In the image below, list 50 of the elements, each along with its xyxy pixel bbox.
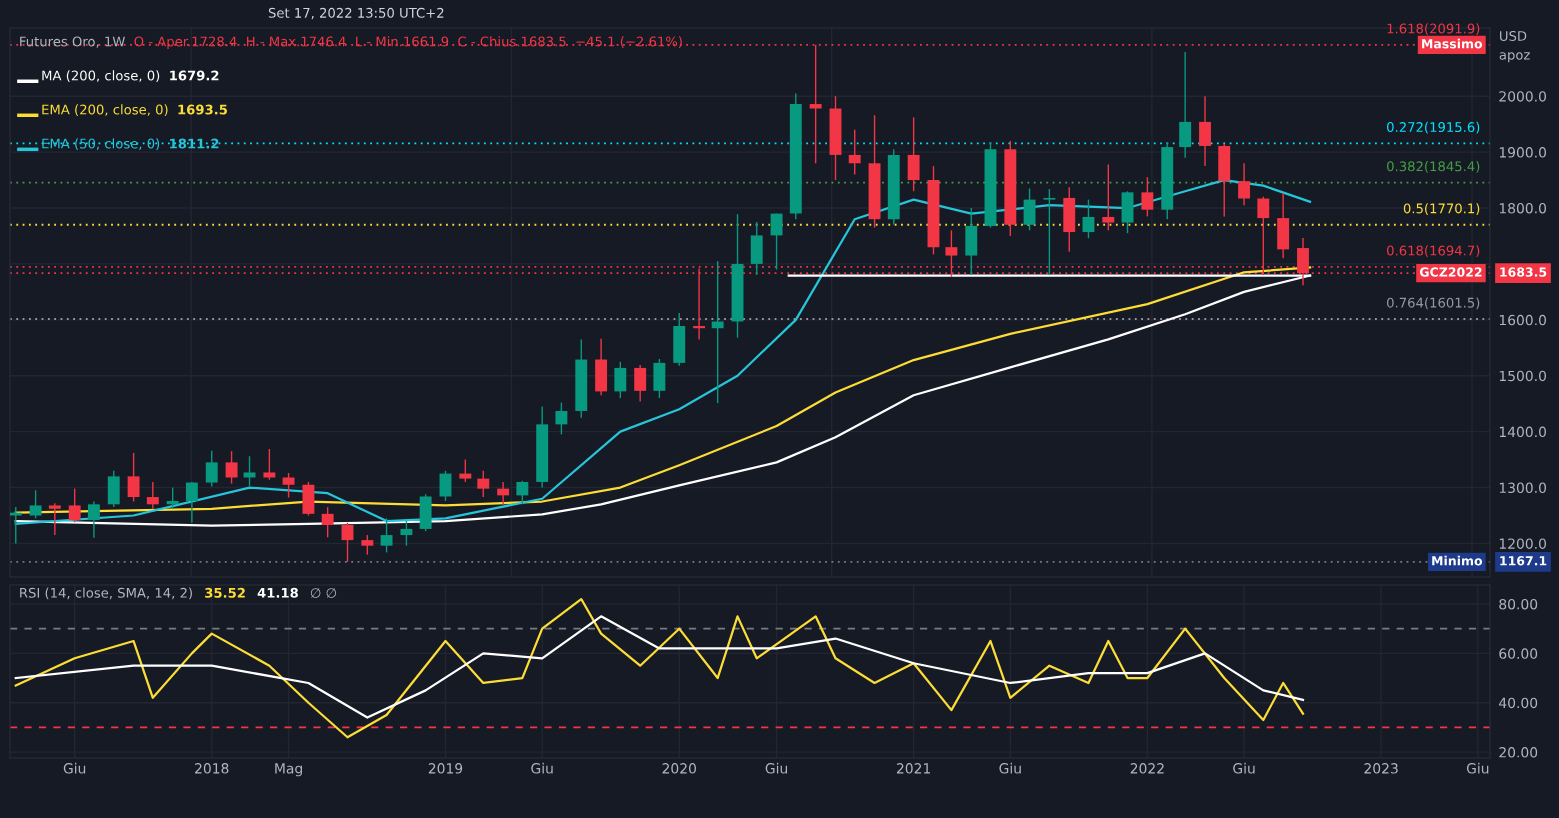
x-tick-label: 2020	[662, 763, 696, 774]
chart-subtitle: Set 17, 2022 13:50 UTC+2	[268, 7, 444, 20]
y-tick-label: 1300.0	[1499, 482, 1547, 494]
y-tick-label: 40.00	[1499, 697, 1538, 709]
annotation: ∅ ∅	[310, 588, 337, 598]
ref-line-label: 0.382(1845.4)	[1387, 161, 1480, 173]
y-tick-label: 1800.0	[1499, 202, 1547, 214]
annotation: 1693.5	[178, 104, 227, 115]
y-tick-label: 1400.0	[1499, 426, 1547, 438]
x-tick-label: 2019	[428, 763, 463, 774]
annotation: GCZ2022	[1419, 267, 1482, 277]
ref-line-label: 1683.5	[1500, 267, 1547, 277]
ref-line-label: 1167.1	[1500, 556, 1547, 566]
ref-line-label: 0.618(1694.7)	[1387, 245, 1480, 258]
x-tick-label: Giu	[1466, 762, 1489, 774]
y-tick-label: 1500.0	[1499, 370, 1547, 382]
x-tick-label: 2023	[1364, 763, 1398, 774]
annotation: 41.18	[257, 587, 298, 598]
text: Futures Oro, 1W	[20, 36, 125, 48]
legend-label: MA (200, close, 0)	[42, 70, 160, 83]
y-tick-label: 20.00	[1499, 747, 1538, 758]
x-tick-label: 2018	[195, 763, 229, 774]
ref-line-label: 0.764(1601.5)	[1387, 297, 1480, 310]
legend-label: EMA (200, close, 0)	[42, 104, 168, 117]
x-tick-label: Mag	[275, 763, 302, 777]
annotation: 1811.2	[170, 138, 219, 149]
x-tick-label: Giu	[531, 762, 553, 774]
x-tick-label: Giu	[1233, 762, 1255, 774]
annotation: 1679.2	[170, 70, 219, 81]
x-tick-label: Giu	[765, 762, 788, 774]
y-tick-label: 1600.0	[1499, 314, 1547, 326]
x-tick-label: 2021	[896, 763, 931, 774]
y-tick-label: 60.00	[1499, 648, 1538, 659]
x-tick-label: 2022	[1130, 763, 1164, 774]
annotation: O - Aper.1728.4 H - Max.1746.4 L - Min.1661.9 C - Chius.1683.5 −45.1 (−2.61%)	[134, 36, 682, 49]
x-tick-label: Giu	[63, 762, 86, 774]
ref-line-label: 1.618(2091.9)	[1387, 23, 1480, 36]
x-tick-label: Giu	[999, 762, 1021, 774]
y-tick-label: 80.00	[1499, 598, 1538, 610]
y-tick-label: 2000.0	[1499, 91, 1547, 102]
annotation: Minimo	[1432, 555, 1483, 566]
annotation: 35.52	[205, 587, 245, 598]
legend-label: EMA (50, close, 0)	[42, 138, 160, 151]
chart-title: RSI (14, close, SMA, 14, 2)	[20, 587, 192, 600]
y-axis-title: USD apoz	[1499, 30, 1530, 63]
y-tick-label: 1900.0	[1499, 147, 1547, 158]
y-tick-label: 1200.0	[1499, 538, 1547, 549]
ref-line-label: 0.272(1915.6)	[1387, 121, 1480, 134]
annotation: Massimo	[1422, 38, 1483, 49]
ref-line-label: 0.5(1770.1)	[1403, 203, 1480, 215]
